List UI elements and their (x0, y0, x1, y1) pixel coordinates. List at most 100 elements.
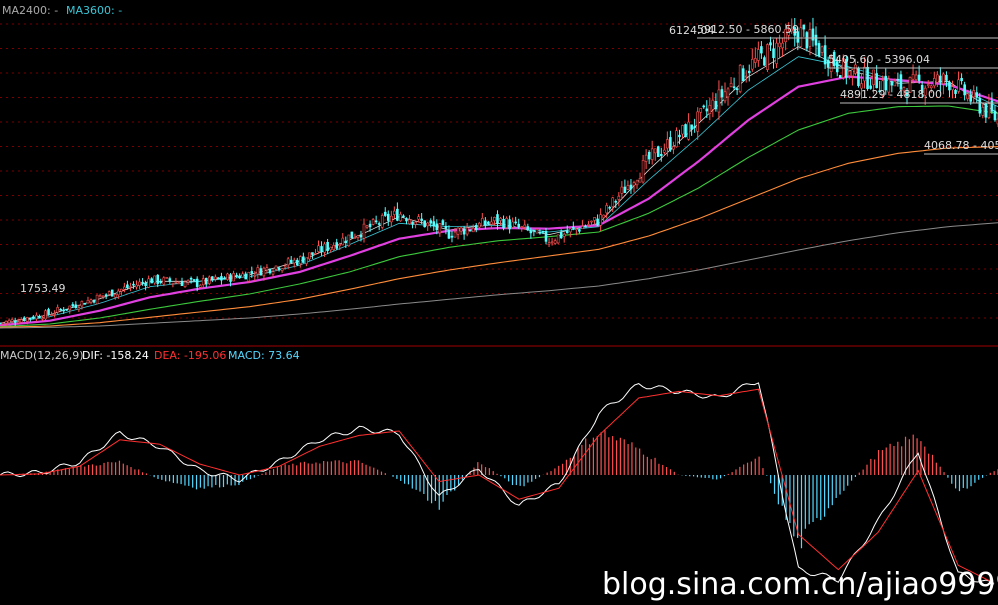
candle-body (744, 75, 748, 78)
candle-body (444, 225, 448, 229)
candle-body (438, 223, 442, 234)
candle-body (359, 234, 363, 238)
candle-body (10, 319, 14, 322)
candle-body (323, 243, 326, 253)
candle-body (790, 28, 794, 32)
candle-body (353, 237, 357, 239)
candle-body (496, 214, 499, 224)
candle-body (553, 240, 557, 244)
candle-body (681, 125, 684, 135)
candle-body (299, 256, 302, 265)
candle-body (390, 215, 393, 223)
candle-body (805, 32, 809, 49)
candle-body (420, 218, 423, 221)
candle-body (435, 223, 439, 231)
candle-body (147, 278, 150, 288)
candle-body (851, 69, 854, 77)
candle-body (760, 46, 763, 54)
candle-body (371, 219, 375, 225)
candle-body (726, 88, 730, 98)
candle-body (168, 278, 172, 282)
candle-body (878, 90, 881, 93)
price-annotation: 1753.49 (20, 282, 66, 295)
candle-body (347, 234, 351, 247)
candle-body (632, 182, 636, 186)
price-annotation: 6124.04 (669, 24, 715, 37)
candle-body (74, 304, 78, 309)
candle-body (544, 231, 548, 242)
macd-histogram (3, 430, 998, 549)
candle-body (314, 252, 317, 255)
candle-body (729, 82, 733, 88)
candle-body (942, 73, 945, 84)
candle-body (802, 24, 806, 30)
candle-body (474, 225, 478, 230)
price-annotation: 4891.29 - 4818.00 (840, 88, 942, 101)
candle-body (693, 126, 696, 128)
candle-body (204, 277, 208, 285)
candle-body (975, 92, 979, 98)
candle-body (456, 227, 460, 235)
candle-body (399, 213, 402, 222)
candle-body (253, 274, 257, 277)
candle-body (920, 84, 924, 94)
candle-body (890, 81, 894, 86)
candle-body (702, 105, 706, 108)
candle-body (747, 70, 751, 74)
ma-orange-line (0, 146, 998, 328)
candle-body (198, 285, 202, 288)
candle-body (256, 267, 260, 275)
candle-body (453, 231, 457, 238)
candle-body (150, 278, 153, 284)
candle-body (374, 220, 378, 223)
candle-body (186, 280, 190, 283)
candle-body (123, 286, 126, 290)
candle-body (735, 88, 739, 90)
candle-body (417, 216, 420, 220)
candle-body (969, 94, 972, 102)
candle-body (917, 74, 921, 81)
candle-body (117, 290, 120, 296)
candle-body (362, 223, 366, 239)
candle-body (772, 48, 775, 59)
candle-body (29, 317, 32, 320)
candle-body (860, 83, 863, 89)
candle-body (578, 229, 581, 232)
candle-body (92, 299, 96, 303)
candle-body (675, 130, 678, 148)
candle-body (538, 231, 542, 234)
candle-body (650, 148, 654, 160)
candle-body (562, 233, 566, 237)
candle-body (641, 160, 645, 183)
candle-body (311, 252, 314, 255)
candle-body (669, 137, 672, 151)
candle-body (189, 277, 193, 280)
candle-body (993, 110, 997, 121)
candle-body (881, 80, 885, 96)
macd-dea-label: DEA: -195.06 (154, 349, 226, 362)
candle-body (778, 42, 781, 48)
candle-body (945, 74, 948, 81)
candle-body (493, 217, 496, 221)
candle-body (605, 205, 608, 214)
candle-body (817, 43, 821, 57)
candle-body (338, 243, 342, 247)
candle-body (754, 58, 757, 63)
candle-body (41, 317, 44, 320)
candle-body (905, 92, 909, 97)
candle-body (344, 240, 348, 244)
candle-body (386, 213, 390, 221)
candle-body (502, 218, 505, 229)
candle-body (241, 273, 244, 278)
candle-body (441, 220, 445, 226)
candle-body (192, 279, 196, 281)
candle-body (286, 258, 290, 266)
moving-average-lines (0, 46, 998, 329)
candle-body (708, 105, 712, 114)
candle-body (541, 230, 545, 233)
candle-body (653, 148, 657, 154)
candle-body (214, 276, 217, 280)
price-grid (0, 23, 998, 319)
candle-body (232, 273, 235, 282)
candle-body (426, 222, 430, 227)
